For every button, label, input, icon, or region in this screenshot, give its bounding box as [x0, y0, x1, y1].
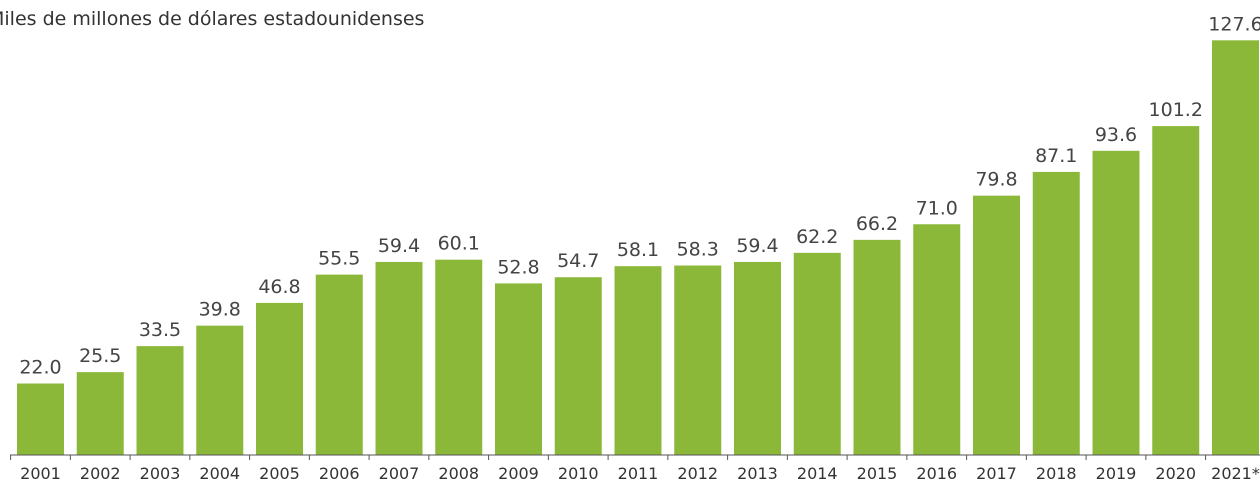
value-label-2005: 46.8	[258, 276, 300, 298]
bar-2018	[1032, 171, 1080, 456]
x-tick-label-2006: 2006	[319, 464, 360, 483]
x-tick-label-2020: 2020	[1155, 464, 1196, 483]
bar-2009	[495, 283, 542, 455]
x-tick-label-2007: 2007	[379, 464, 420, 483]
x-tick-label-2005: 2005	[259, 464, 300, 483]
x-tick-label-2009: 2009	[498, 464, 539, 483]
x-tick-label-2016: 2016	[916, 464, 957, 483]
x-tick-label-2002: 2002	[80, 464, 121, 483]
bar-2008	[435, 259, 483, 455]
value-label-2017: 79.8	[975, 169, 1017, 191]
x-tick-label-2010: 2010	[558, 464, 599, 483]
x-tick-label-2017: 2017	[976, 464, 1017, 483]
value-label-2019: 93.6	[1095, 124, 1137, 146]
bar-2021*	[1212, 40, 1259, 456]
bar-2004	[196, 325, 244, 455]
x-tick-label-2004: 2004	[199, 464, 240, 483]
x-tick-label-2021*: 2021*	[1211, 464, 1260, 483]
value-label-2010: 54.7	[557, 250, 599, 272]
value-label-2012: 58.3	[677, 239, 719, 261]
bars-group	[17, 40, 1259, 456]
value-label-2011: 58.1	[617, 239, 659, 261]
value-label-2002: 25.5	[79, 345, 121, 367]
bar-2002	[76, 372, 124, 455]
x-tick-label-2012: 2012	[677, 464, 718, 483]
bar-2014	[793, 252, 841, 455]
value-labels-group: 22.0 25.5 33.5 39.8 46.8 55.5 59.4 60.1 52.8 54.7…	[19, 13, 1260, 378]
x-tick-labels-group: 2001 2002 2003 2004 2005 2006 2007 2008 2009 2010…	[20, 464, 1260, 483]
x-ticks-group	[10, 455, 1207, 460]
x-tick-label-2001: 2001	[20, 464, 61, 483]
bar-2013	[734, 261, 781, 455]
y-axis-unit-label: Miles de millones de dólares estadounide…	[0, 8, 425, 30]
x-tick-label-2013: 2013	[737, 464, 778, 483]
value-label-2014: 62.2	[796, 226, 838, 248]
x-tick-label-2003: 2003	[140, 464, 181, 483]
x-tick-label-2019: 2019	[1096, 464, 1137, 483]
value-label-2006: 55.5	[318, 248, 360, 270]
value-label-2018: 87.1	[1035, 145, 1077, 167]
bar-2001	[17, 383, 64, 455]
value-label-2004: 39.8	[199, 299, 241, 321]
value-label-2007: 59.4	[378, 235, 420, 257]
value-label-2015: 66.2	[856, 213, 898, 235]
bar-2011	[614, 266, 662, 455]
bar-2015	[853, 239, 901, 455]
value-label-2003: 33.5	[139, 319, 181, 341]
x-tick-label-2015: 2015	[857, 464, 898, 483]
bar-2003	[136, 346, 184, 455]
bar-2006	[315, 274, 363, 455]
x-tick-label-2011: 2011	[618, 464, 659, 483]
bar-2017	[973, 195, 1020, 455]
bar-2010	[554, 277, 602, 455]
value-label-2001: 22.0	[19, 357, 61, 379]
bar-2005	[256, 302, 303, 455]
bar-2007	[375, 261, 423, 455]
x-tick-label-2014: 2014	[797, 464, 838, 483]
value-label-2008: 60.1	[438, 233, 480, 255]
x-tick-label-2018: 2018	[1036, 464, 1077, 483]
bar-2020	[1152, 126, 1200, 455]
value-label-2016: 71.0	[916, 197, 958, 219]
value-label-2020: 101.2	[1149, 99, 1203, 121]
bar-2019	[1092, 150, 1140, 456]
bar-2012	[674, 265, 722, 455]
x-tick-label-2008: 2008	[438, 464, 479, 483]
value-label-2009: 52.8	[497, 256, 539, 278]
value-label-2021*: 127.6	[1208, 13, 1260, 35]
value-label-2013: 59.4	[736, 235, 778, 257]
bar-2016	[913, 224, 961, 455]
